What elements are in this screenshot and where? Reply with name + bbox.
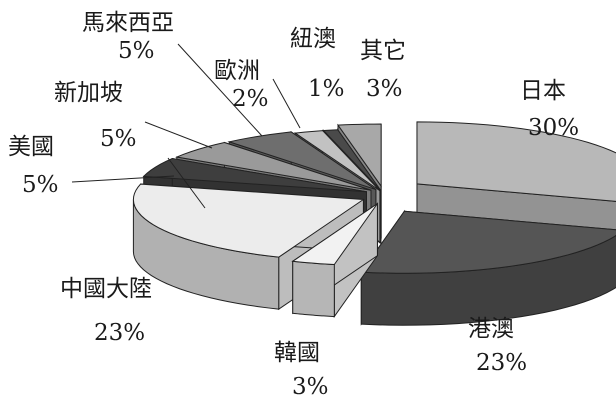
label-singapore: 新加坡 <box>54 80 123 106</box>
value-japan: 30% <box>528 115 579 141</box>
leader-lines <box>71 43 301 209</box>
label-korea: 韓國 <box>274 340 320 366</box>
value-malaysia: 5% <box>118 38 155 64</box>
leader-line-usa <box>71 175 175 183</box>
leader-line-singapore <box>144 121 213 149</box>
label-other: 其它 <box>360 38 406 64</box>
value-singapore: 5% <box>100 126 137 152</box>
label-malaysia: 馬來西亞 <box>82 10 174 36</box>
label-usa: 美國 <box>8 134 54 160</box>
label-china: 中國大陸 <box>60 276 152 302</box>
label-hk-macau: 港澳 <box>468 316 514 342</box>
value-china: 23% <box>94 320 145 346</box>
slices-layer <box>132 121 616 326</box>
label-japan: 日本 <box>520 78 566 104</box>
label-oceania: 紐澳 <box>290 26 336 52</box>
leader-line-china <box>167 157 206 209</box>
value-oceania: 1% <box>308 76 345 102</box>
slice-hk-macau <box>360 209 616 326</box>
leader-line-europe <box>272 78 301 129</box>
value-korea: 3% <box>292 374 329 400</box>
label-europe: 歐洲 <box>214 58 260 84</box>
slice-korea <box>291 202 378 319</box>
value-usa: 5% <box>22 172 59 198</box>
value-hk-macau: 23% <box>476 350 527 376</box>
value-other: 3% <box>366 76 403 102</box>
leader-line-malaysia <box>177 43 263 137</box>
slice-china <box>132 183 365 311</box>
value-europe: 2% <box>232 86 269 112</box>
